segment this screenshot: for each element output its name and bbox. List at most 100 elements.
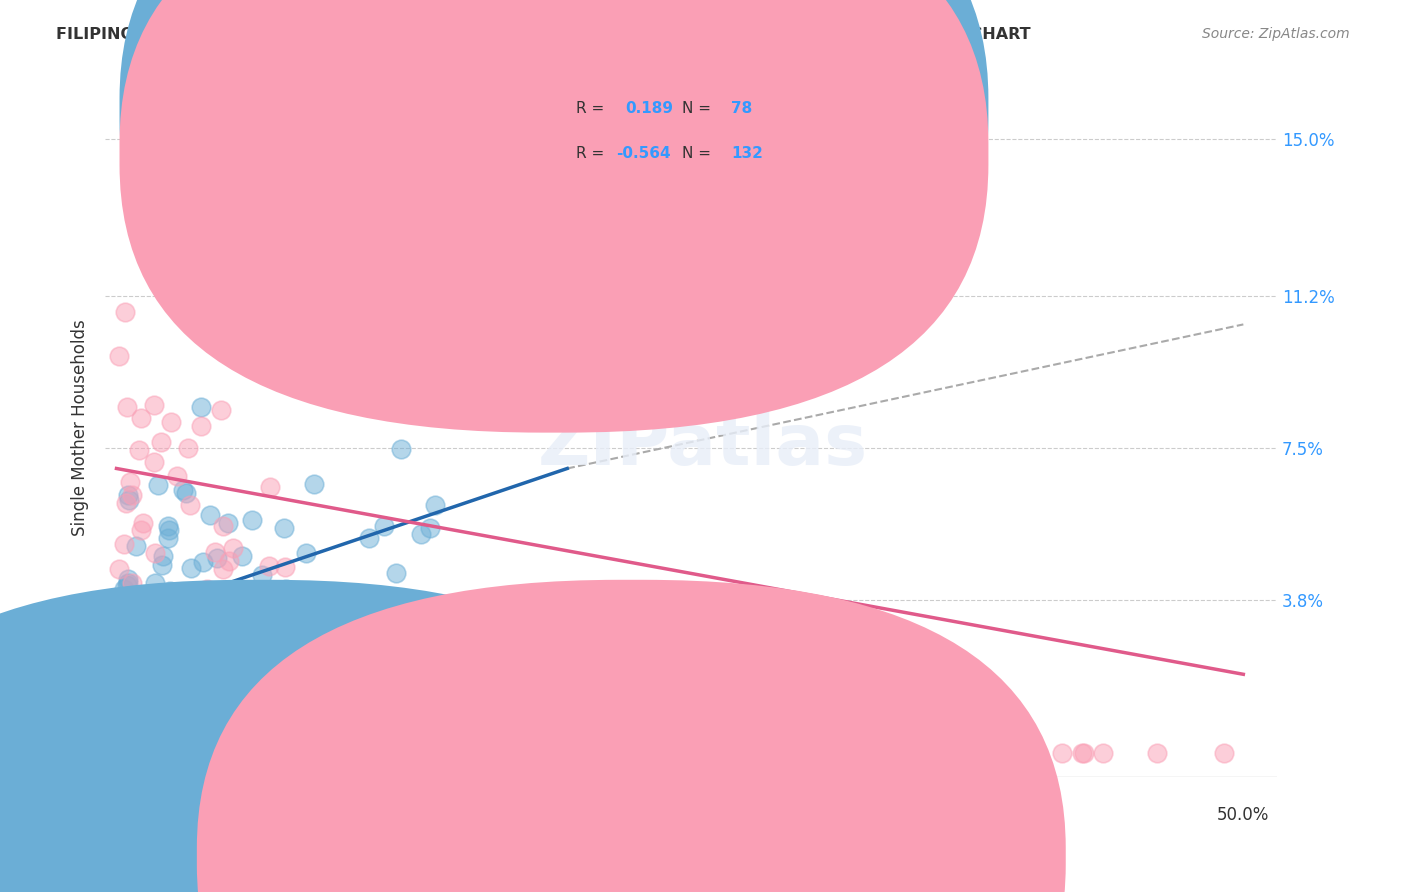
Point [613,746,636,760]
Point [156,587,179,601]
Point [138,705,160,719]
Point [461,746,484,760]
Point [143,454,166,468]
Point [239,665,262,680]
Point [250,568,273,582]
Point [339,746,361,760]
Point [259,480,281,494]
Point [316,690,339,704]
Point [356,706,378,720]
Point [257,559,280,574]
Point [156,519,179,533]
Point [202,602,225,616]
Point [118,475,141,490]
Point [304,615,326,629]
Point [121,575,143,590]
Point [240,512,263,526]
Point [420,738,443,752]
Point [190,418,212,433]
Point [373,519,395,533]
Point [311,607,333,621]
Text: R =: R = [576,102,605,116]
Point [384,731,406,746]
Point [328,622,350,636]
Point [697,746,720,760]
Point [294,673,316,687]
Text: N =: N = [682,102,711,116]
Point [565,746,588,760]
Point [195,582,218,597]
Point [159,584,181,599]
Text: N =: N = [682,146,711,161]
Point [662,746,685,760]
Point [352,652,374,666]
Point [502,746,524,760]
Point [132,660,155,674]
Point [217,516,239,531]
Point [146,654,169,668]
Point [115,578,138,592]
Point [252,305,274,319]
Point [160,415,183,429]
Point [118,649,141,664]
Point [139,612,162,626]
Point [205,551,228,566]
Point [222,541,245,555]
Point [1017,746,1039,760]
Point [179,499,201,513]
Point [538,746,561,760]
Point [471,746,494,760]
Point [855,746,877,760]
Point [150,605,173,619]
Point [111,628,134,642]
Point [174,486,197,500]
Point [741,746,763,760]
Point [108,642,131,657]
Point [311,588,333,602]
Point [686,746,709,760]
Point [710,746,733,760]
Point [218,663,240,677]
Point [112,582,135,596]
Point [851,746,873,760]
Point [218,554,240,568]
Point [467,746,489,760]
Point [558,746,581,760]
Point [138,729,160,743]
Point [132,516,155,530]
Y-axis label: Single Mother Households: Single Mother Households [72,319,89,536]
Point [157,531,180,545]
Point [112,537,135,551]
Point [394,690,416,704]
Point [143,575,166,590]
Point [862,746,884,760]
Point [515,746,537,760]
Point [127,625,149,640]
Point [190,400,212,414]
Point [354,746,377,760]
Point [935,746,957,760]
Point [336,746,359,760]
Point [357,531,380,545]
Point [910,746,932,760]
Text: Source: ZipAtlas.com: Source: ZipAtlas.com [1202,27,1350,41]
Point [142,398,165,412]
Point [467,746,489,760]
Text: -0.564: -0.564 [616,146,671,161]
Point [591,746,613,760]
Point [115,496,138,510]
Point [761,746,783,760]
Point [125,602,148,616]
Point [688,746,710,760]
Point [240,585,263,599]
Point [593,746,616,760]
Point [166,468,188,483]
Point [385,566,408,580]
Point [589,746,612,760]
Point [302,476,325,491]
Point [544,746,567,760]
Point [149,435,172,450]
Point [617,746,640,760]
Point [157,523,180,537]
Point [548,746,571,760]
